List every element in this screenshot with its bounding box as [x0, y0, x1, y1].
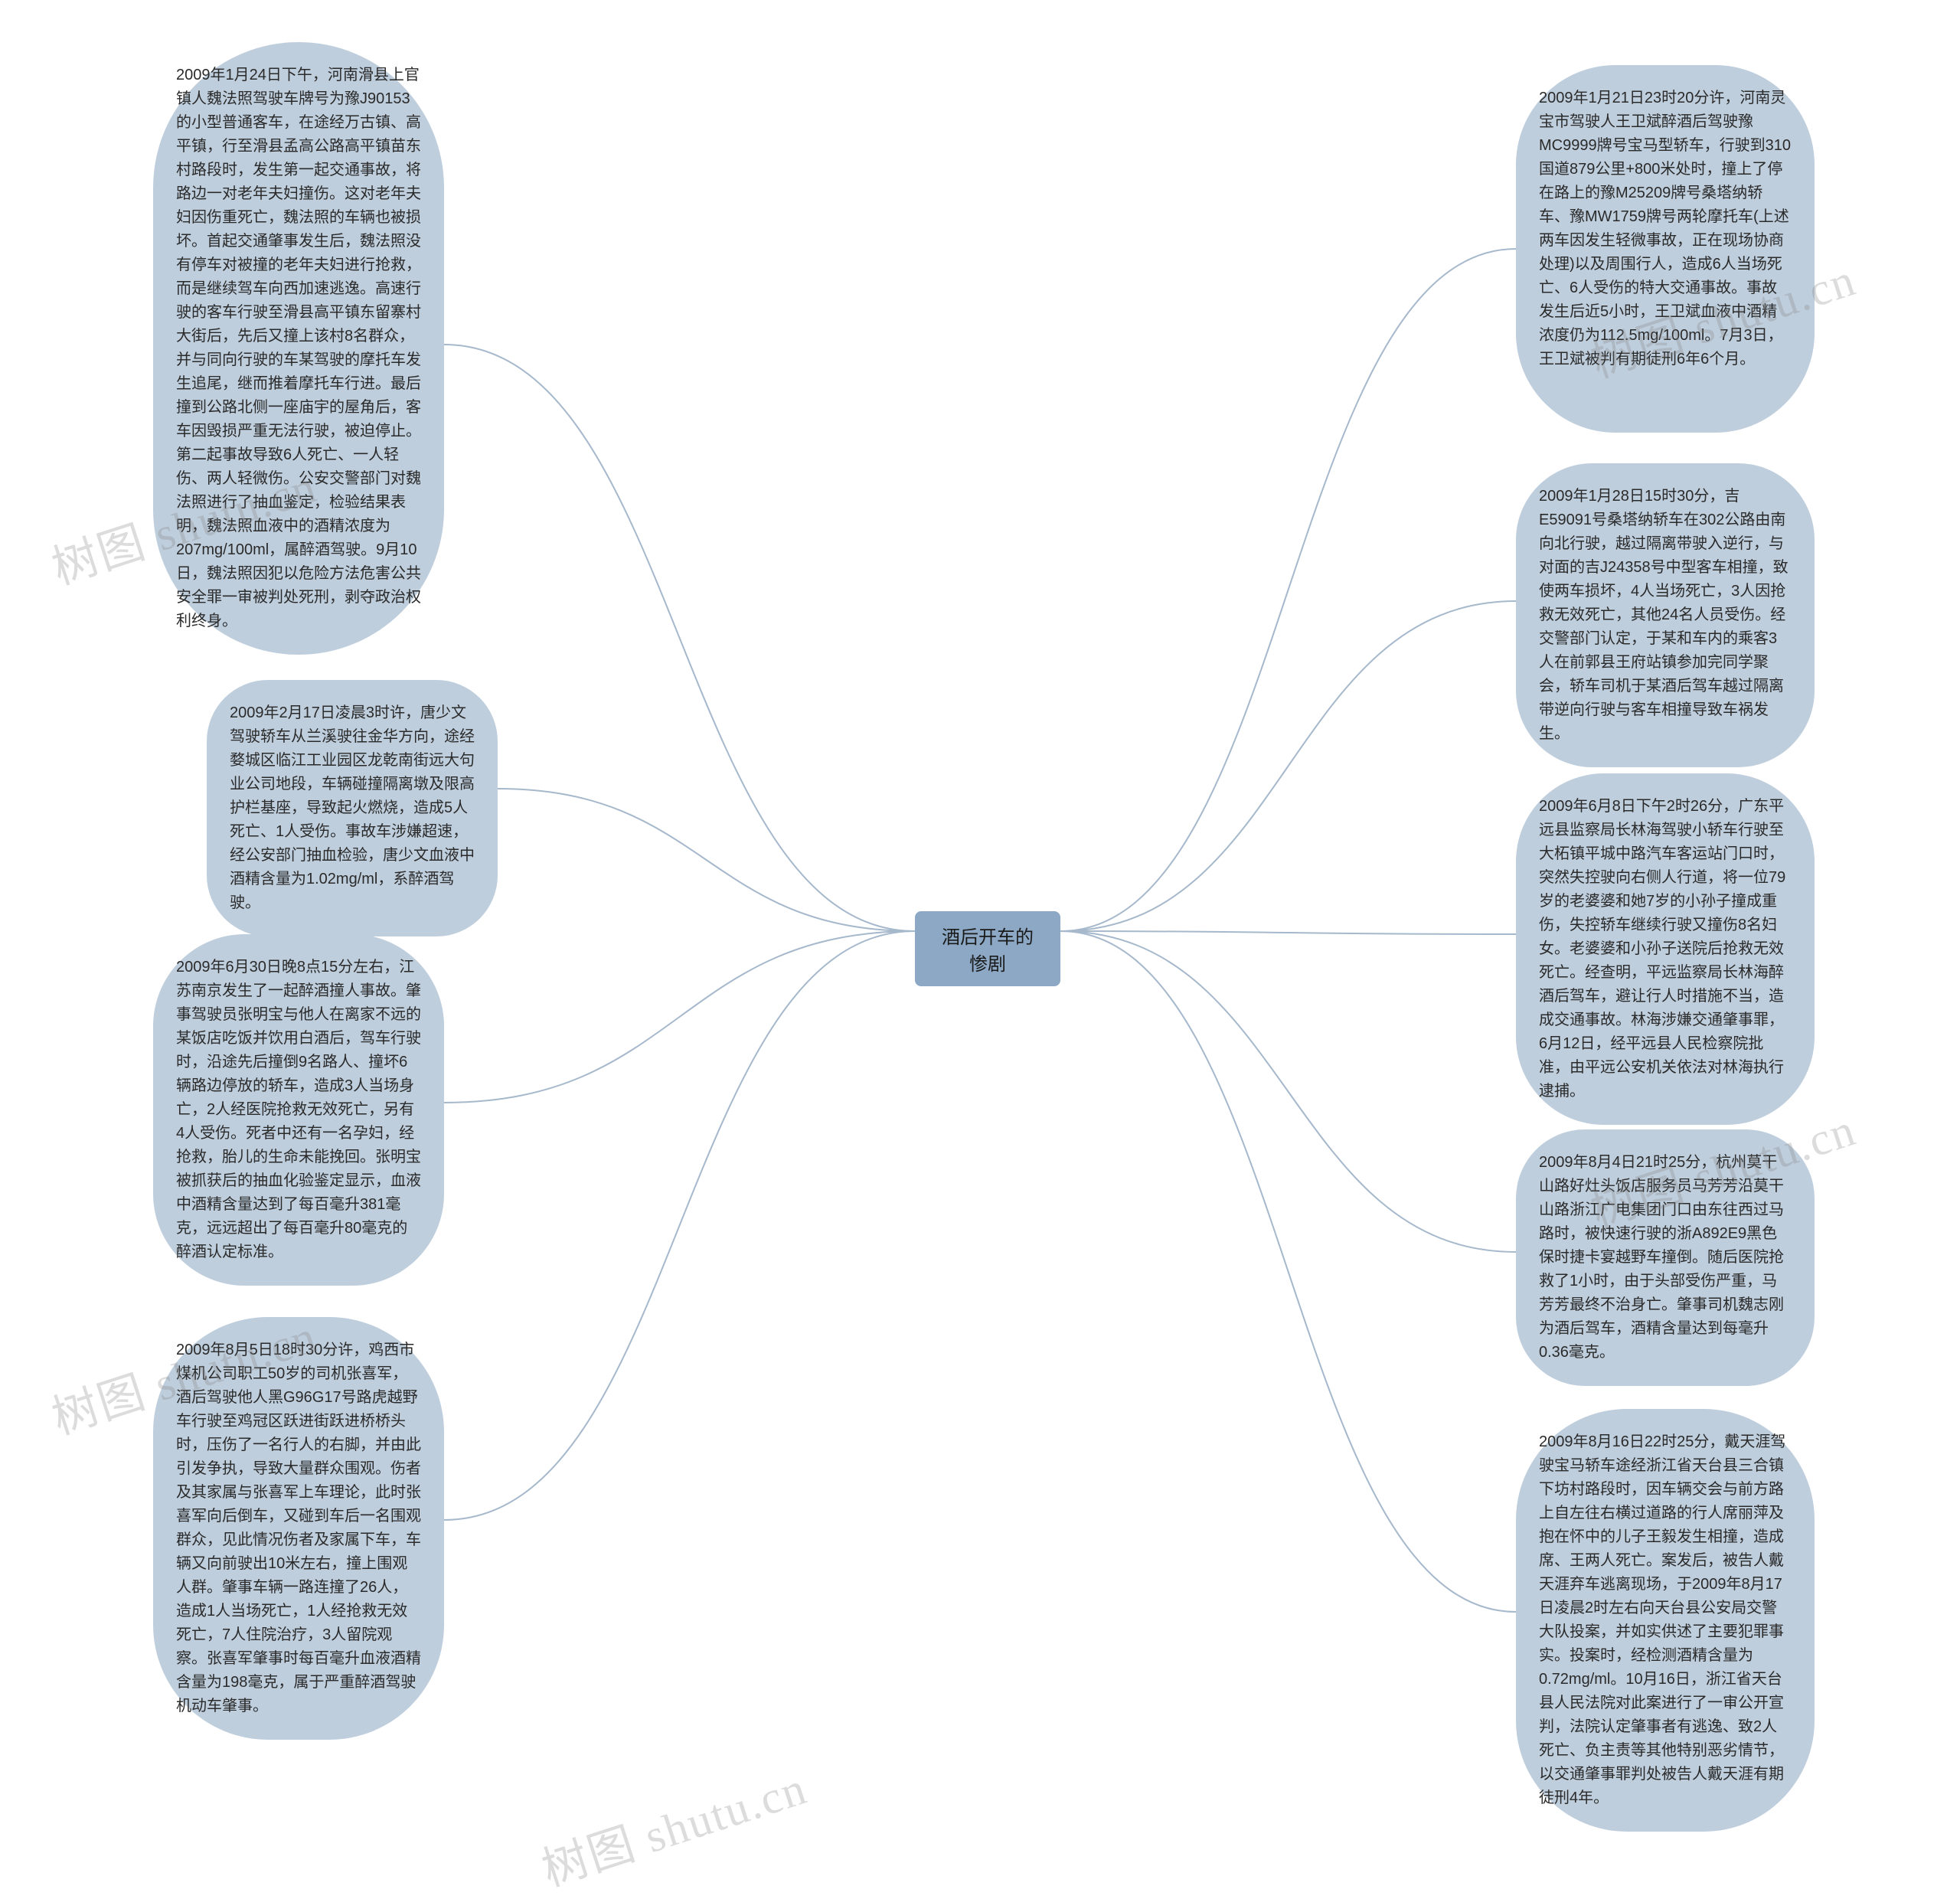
leaf-node[interactable]: 2009年8月5日18时30分许，鸡西市煤机公司职工50岁的司机张喜军，酒后驾驶… — [153, 1317, 444, 1740]
connector-line — [1060, 931, 1516, 1252]
leaf-node[interactable]: 2009年8月4日21时25分，杭州莫干山路好灶头饭店服务员马芳芳沿莫干山路浙江… — [1516, 1129, 1815, 1386]
leaf-node[interactable]: 2009年1月21日23时20分许，河南灵宝市驾驶人王卫斌醉酒后驾驶豫MC999… — [1516, 65, 1815, 433]
mindmap-canvas: 酒后开车的惨剧 2009年1月24日下午，河南滑县上官镇人魏法照驾驶车牌号为豫J… — [0, 0, 1960, 1846]
leaf-text: 2009年8月5日18时30分许，鸡西市煤机公司职工50岁的司机张喜军，酒后驾驶… — [176, 1342, 421, 1714]
leaf-node[interactable]: 2009年6月30日晚8点15分左右，江苏南京发生了一起醉酒撞人事故。肇事驾驶员… — [153, 934, 444, 1286]
leaf-node[interactable]: 2009年6月8日下午2时26分，广东平远县监察局长林海驾驶小轿车行驶至大柘镇平… — [1516, 773, 1815, 1125]
connector-line — [1060, 931, 1516, 934]
leaf-node[interactable]: 2009年8月16日22时25分，戴天涯驾驶宝马轿车途经浙江省天台县三合镇下坊村… — [1516, 1409, 1815, 1832]
leaf-text: 2009年1月21日23时20分许，河南灵宝市驾驶人王卫斌醉酒后驾驶豫MC999… — [1539, 90, 1791, 368]
connector-line — [444, 931, 915, 1103]
watermark: 树图 shutu.cn — [532, 1751, 814, 1899]
center-label: 酒后开车的惨剧 — [942, 927, 1034, 975]
leaf-node[interactable]: 2009年1月28日15时30分，吉E59091号桑塔纳轿车在302公路由南向北… — [1516, 463, 1815, 767]
connector-line — [498, 789, 915, 931]
connector-line — [444, 345, 915, 931]
leaf-node[interactable]: 2009年1月24日下午，河南滑县上官镇人魏法照驾驶车牌号为豫J90153的小型… — [153, 42, 444, 655]
leaf-text: 2009年6月8日下午2时26分，广东平远县监察局长林海驾驶小轿车行驶至大柘镇平… — [1539, 798, 1785, 1100]
connector-line — [444, 931, 915, 1520]
leaf-text: 2009年6月30日晚8点15分左右，江苏南京发生了一起醉酒撞人事故。肇事驾驶员… — [176, 959, 421, 1260]
leaf-text: 2009年8月16日22时25分，戴天涯驾驶宝马轿车途经浙江省天台县三合镇下坊村… — [1539, 1433, 1785, 1806]
center-node[interactable]: 酒后开车的惨剧 — [915, 911, 1060, 986]
leaf-text: 2009年1月24日下午，河南滑县上官镇人魏法照驾驶车牌号为豫J90153的小型… — [176, 67, 421, 629]
connector-line — [1060, 931, 1516, 1612]
leaf-node[interactable]: 2009年2月17日凌晨3时许，唐少文驾驶轿车从兰溪驶往金华方向，途经婺城区临江… — [207, 680, 498, 936]
connector-line — [1060, 601, 1516, 931]
leaf-text: 2009年1月28日15时30分，吉E59091号桑塔纳轿车在302公路由南向北… — [1539, 488, 1788, 742]
leaf-text: 2009年8月4日21时25分，杭州莫干山路好灶头饭店服务员马芳芳沿莫干山路浙江… — [1539, 1154, 1784, 1361]
connector-line — [1060, 249, 1516, 931]
leaf-text: 2009年2月17日凌晨3时许，唐少文驾驶轿车从兰溪驶往金华方向，途经婺城区临江… — [230, 704, 475, 911]
